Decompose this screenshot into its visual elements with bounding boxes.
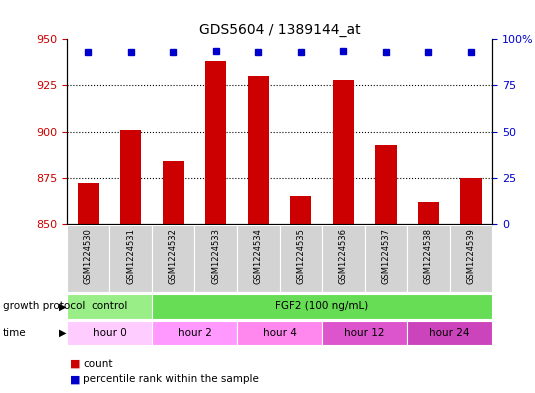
Text: percentile rank within the sample: percentile rank within the sample <box>83 374 259 384</box>
Text: GSM1224533: GSM1224533 <box>211 228 220 284</box>
Title: GDS5604 / 1389144_at: GDS5604 / 1389144_at <box>198 23 361 37</box>
Bar <box>333 80 354 224</box>
Bar <box>152 294 492 319</box>
Bar <box>152 321 237 345</box>
Text: GSM1224534: GSM1224534 <box>254 228 263 284</box>
Text: ▶: ▶ <box>59 301 67 311</box>
Text: GSM1224539: GSM1224539 <box>467 228 476 284</box>
Bar <box>290 196 311 224</box>
Text: hour 0: hour 0 <box>93 328 126 338</box>
Bar <box>365 225 407 292</box>
Bar <box>237 321 322 345</box>
Bar <box>407 321 492 345</box>
Text: ■: ■ <box>70 358 80 369</box>
Bar <box>280 225 322 292</box>
Bar <box>322 321 407 345</box>
Bar <box>460 178 482 224</box>
Bar <box>110 225 152 292</box>
Text: hour 4: hour 4 <box>263 328 296 338</box>
Bar <box>195 225 237 292</box>
Bar <box>67 294 152 319</box>
Bar <box>163 161 184 224</box>
Bar <box>375 145 396 224</box>
Text: GSM1224532: GSM1224532 <box>169 228 178 284</box>
Text: FGF2 (100 ng/mL): FGF2 (100 ng/mL) <box>276 301 369 311</box>
Bar <box>418 202 439 224</box>
Text: growth protocol: growth protocol <box>3 301 85 311</box>
Text: time: time <box>3 328 26 338</box>
Text: count: count <box>83 358 112 369</box>
Bar <box>237 225 280 292</box>
Bar <box>67 321 152 345</box>
Text: ▶: ▶ <box>59 328 67 338</box>
Text: GSM1224531: GSM1224531 <box>126 228 135 284</box>
Text: GSM1224530: GSM1224530 <box>83 228 93 284</box>
Text: GSM1224537: GSM1224537 <box>381 228 391 284</box>
Bar <box>322 225 365 292</box>
Text: GSM1224538: GSM1224538 <box>424 228 433 284</box>
Bar <box>78 184 99 224</box>
Text: GSM1224535: GSM1224535 <box>296 228 305 284</box>
Bar <box>248 76 269 224</box>
Text: ■: ■ <box>70 374 80 384</box>
Bar <box>67 225 110 292</box>
Bar <box>205 61 226 224</box>
Bar <box>152 225 195 292</box>
Bar <box>450 225 492 292</box>
Bar <box>120 130 141 224</box>
Text: control: control <box>91 301 127 311</box>
Text: GSM1224536: GSM1224536 <box>339 228 348 284</box>
Bar <box>407 225 450 292</box>
Text: hour 2: hour 2 <box>178 328 211 338</box>
Text: hour 12: hour 12 <box>345 328 385 338</box>
Text: hour 24: hour 24 <box>430 328 470 338</box>
